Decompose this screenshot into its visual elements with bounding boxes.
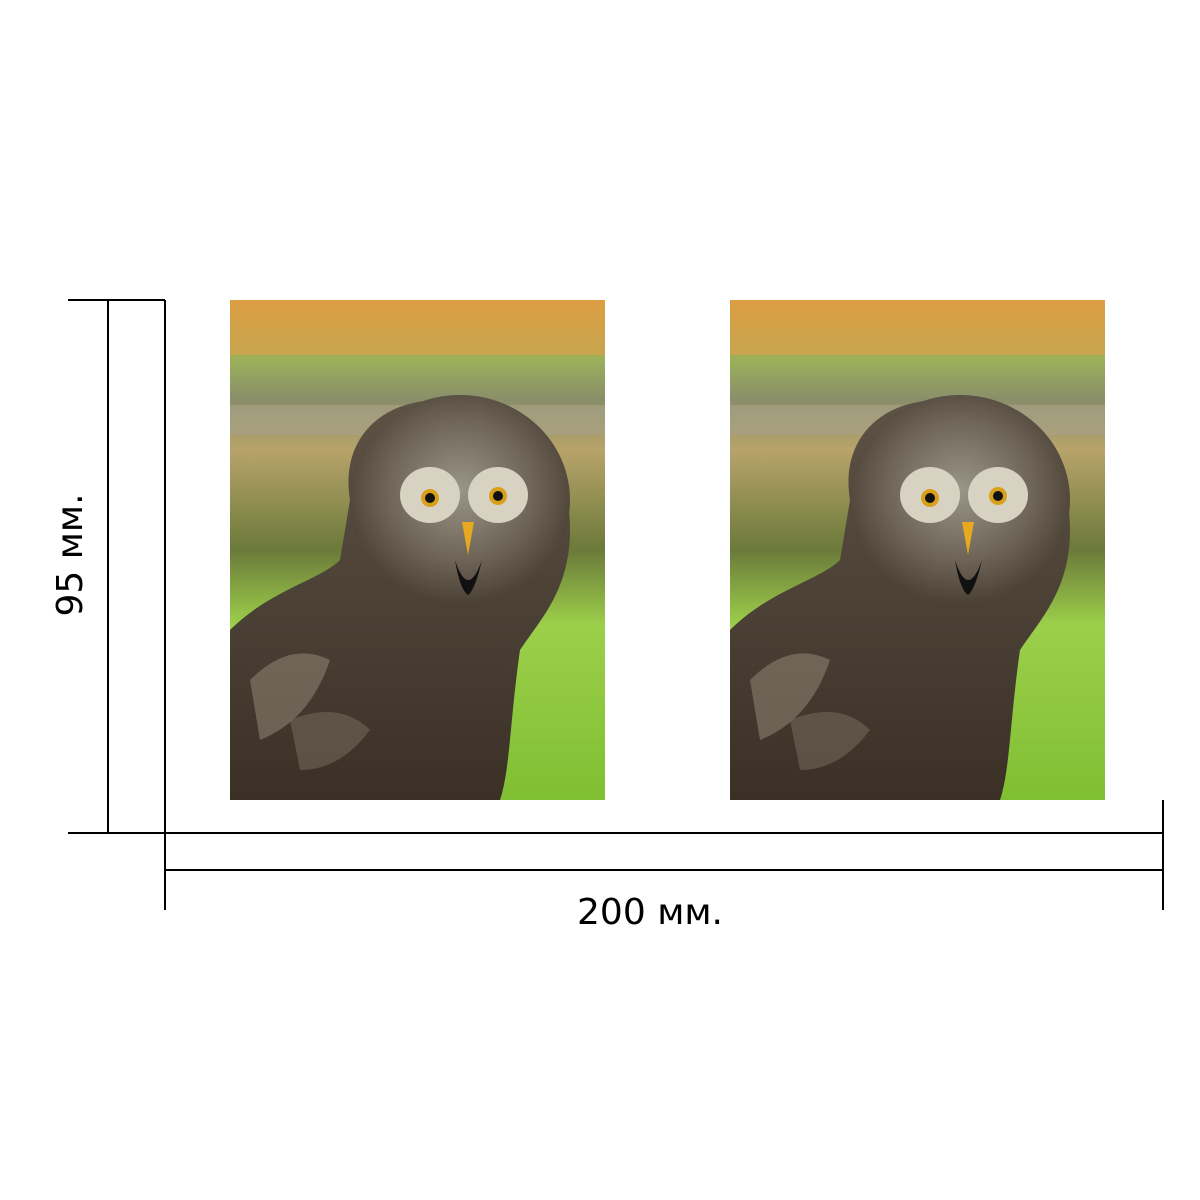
product-photo-right — [730, 300, 1105, 800]
width-dimension — [164, 800, 1164, 910]
product-photo-left — [230, 300, 605, 800]
width-label: 200 мм. — [577, 892, 723, 933]
height-label: 95 мм. — [50, 493, 91, 616]
height-dimension — [68, 299, 166, 834]
